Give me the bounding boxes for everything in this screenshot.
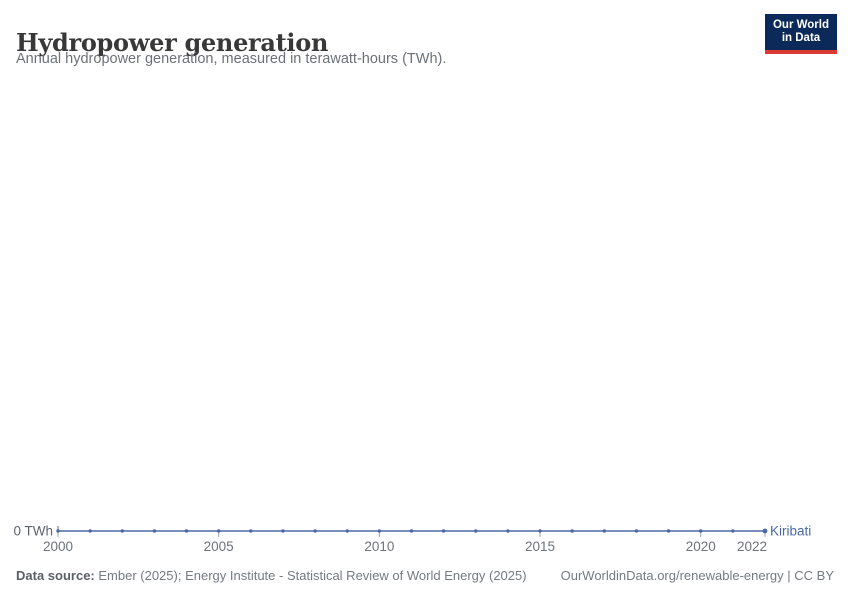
data-source-text: Ember (2025); Energy Institute - Statist… <box>94 568 527 583</box>
data-point <box>56 529 60 533</box>
owid-logo: Our World in Data <box>765 14 837 54</box>
x-axis-tick-label: 2022 <box>737 539 767 554</box>
data-point <box>345 529 349 533</box>
owid-logo-line2: in Data <box>781 32 821 44</box>
data-source-note: Data source: Ember (2025); Energy Instit… <box>16 568 527 583</box>
data-point <box>409 529 414 533</box>
data-point <box>666 529 671 533</box>
data-point <box>474 529 478 533</box>
data-point <box>441 529 446 533</box>
owid-logo-line1: Our World <box>772 19 829 31</box>
x-axis-tick-label: 2005 <box>204 539 234 554</box>
data-point <box>377 529 382 533</box>
data-point <box>152 529 157 533</box>
data-point <box>88 529 92 533</box>
data-point <box>731 529 735 533</box>
data-point <box>216 529 221 533</box>
license-url-text: OurWorldinData.org/renewable-energy | CC… <box>560 568 834 583</box>
y-axis-label: 0 TWh <box>13 524 53 539</box>
data-point <box>602 529 607 533</box>
data-point <box>506 529 510 533</box>
data-point <box>281 529 285 533</box>
entity-label: Kiribati <box>770 524 811 539</box>
x-axis-tick-label: 2020 <box>686 539 716 554</box>
x-axis-tick-label: 2000 <box>43 539 73 554</box>
x-axis-tick-label: 2015 <box>525 539 555 554</box>
data-point <box>313 529 317 533</box>
chart-subtitle: Annual hydropower generation, measured i… <box>16 51 447 67</box>
data-source-label: Data source: <box>16 568 95 583</box>
data-point <box>249 529 253 533</box>
data-point <box>762 528 768 534</box>
page-title: Hydropower generation <box>16 28 329 58</box>
data-point <box>570 529 574 533</box>
data-point <box>634 529 639 533</box>
data-point <box>120 529 124 533</box>
data-point <box>699 529 703 533</box>
chart-footer: Data source: Ember (2025); Energy Instit… <box>16 568 834 583</box>
data-point <box>538 529 542 533</box>
data-point <box>184 529 189 533</box>
x-axis-tick-label: 2010 <box>364 539 394 554</box>
